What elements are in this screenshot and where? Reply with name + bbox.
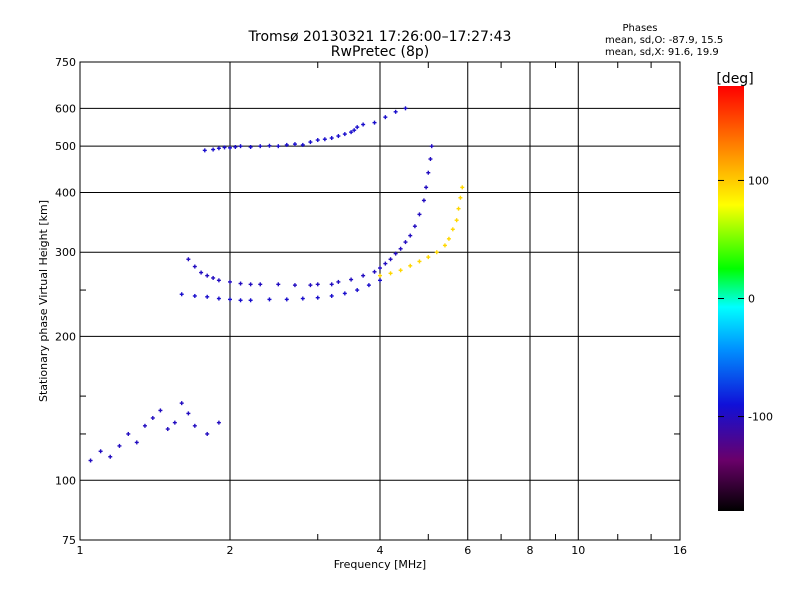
y-tick-label: 500 <box>55 140 76 153</box>
phase-stats-x: mean, sd,X: 91.6, 19.9 <box>605 47 719 58</box>
y-tick-label: 100 <box>55 474 76 487</box>
phase-stats-o: mean, sd,O: -87.9, 15.5 <box>605 35 723 46</box>
data-points <box>88 106 465 463</box>
plot-frame <box>79 61 681 541</box>
x-axis-label: Frequency [MHz] <box>334 558 426 571</box>
y-axis-label: Stationary phase Virtual Height [km] <box>37 200 50 402</box>
y-tick-label: 75 <box>62 534 76 547</box>
phase-stats-header: Phases <box>622 23 657 34</box>
x-tick-label: 2 <box>227 544 234 557</box>
x-tick-label: 16 <box>673 544 687 557</box>
colorbar-tick-label: 100 <box>748 174 769 187</box>
grid-lines <box>80 62 680 540</box>
chart-title: Tromsø 20130321 17:26:00–17:27:43 <box>248 29 512 45</box>
y-tick-labels: 75 100 200 300 400 500 600 750 <box>55 56 76 547</box>
colorbar-tick-label: 0 <box>748 293 755 306</box>
x-tick-label: 1 <box>77 544 84 557</box>
x-tick-label: 10 <box>571 544 585 557</box>
x-tick-labels: 1 2 4 6 8 10 16 <box>77 544 688 557</box>
y-tick-label: 400 <box>55 186 76 199</box>
x-tick-label: 6 <box>464 544 471 557</box>
x-tick-label: 8 <box>527 544 534 557</box>
y-tick-label: 750 <box>55 56 76 69</box>
y-tick-label: 300 <box>55 246 76 259</box>
y-tick-label: 200 <box>55 330 76 343</box>
minor-ticks <box>80 62 680 540</box>
y-tick-label: 600 <box>55 102 76 115</box>
colorbar-label: [deg] <box>716 71 753 87</box>
colorbar-tick-label: -100 <box>748 411 773 424</box>
chart-subtitle: RwPretec (8p) <box>331 44 429 60</box>
x-tick-label: 4 <box>377 544 384 557</box>
colorbar-ticks: 100 0 -100 <box>718 174 773 424</box>
